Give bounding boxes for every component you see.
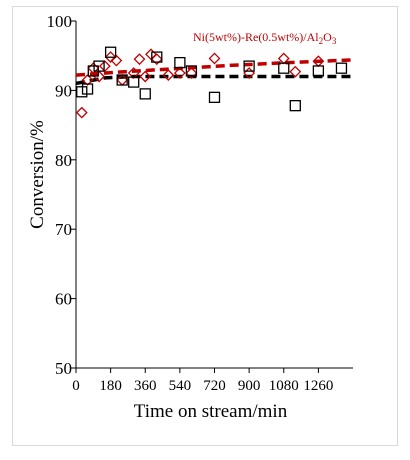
y-tick-label: 60 xyxy=(55,290,72,309)
data-point-diamond xyxy=(110,54,123,67)
data-point-square xyxy=(139,88,151,100)
conversion-chart: 50 60 70 80 90 100 0 180 360 540 720 900 1080 1260 Tim… xyxy=(27,12,354,422)
data-point-diamond xyxy=(185,67,198,79)
data-point-square xyxy=(76,86,88,98)
x-tick-label: 180 xyxy=(99,378,122,394)
data-point-diamond xyxy=(104,51,117,64)
data-point-diamond xyxy=(208,52,221,65)
x-tick-label: 720 xyxy=(203,378,226,394)
x-tick-label: 1080 xyxy=(269,378,299,394)
x-tick-label: 540 xyxy=(169,378,192,394)
data-point-square xyxy=(208,91,221,103)
data-point-square xyxy=(93,60,105,72)
x-tick-label: 900 xyxy=(238,378,261,394)
legend-label: Ni(5wt%)-Re(0.5wt%)/Al2O3 xyxy=(193,30,337,46)
y-tick-label: 90 xyxy=(55,81,72,100)
data-point-square xyxy=(243,60,255,72)
y-tick-label: 70 xyxy=(55,220,72,239)
y-axis-label: Conversion/% xyxy=(27,120,48,229)
data-point-diamond xyxy=(145,48,157,61)
data-point-diamond xyxy=(133,53,146,66)
data-point-square xyxy=(116,74,128,86)
data-point-square xyxy=(104,46,117,58)
chart-frame: 50 60 70 80 90 100 0 180 360 540 720 900 1080 1260 Tim… xyxy=(12,6,398,446)
data-point-square xyxy=(174,56,186,69)
x-tick-label: 0 xyxy=(72,378,80,394)
data-point-square xyxy=(128,76,140,88)
data-point-diamond xyxy=(93,70,106,83)
data-point-square xyxy=(151,51,163,63)
data-point-diamond xyxy=(81,74,94,86)
data-point-square xyxy=(81,83,94,95)
x-tick-label: 360 xyxy=(134,378,157,394)
data-point-square xyxy=(312,65,325,77)
y-tick-label: 100 xyxy=(47,12,73,31)
y-tick-label: 80 xyxy=(55,151,72,170)
data-point-square xyxy=(185,65,198,77)
data-point-diamond xyxy=(139,70,152,83)
x-axis-label: Time on stream/min xyxy=(134,401,288,422)
data-point-diamond xyxy=(127,67,140,79)
x-tick-label: 1260 xyxy=(303,378,333,394)
data-point-diamond xyxy=(75,106,88,119)
trend-line xyxy=(75,58,354,77)
y-tick-label: 50 xyxy=(55,359,72,378)
data-point-diamond xyxy=(162,69,175,82)
data-point-diamond xyxy=(98,60,111,73)
plot-marks: 50 60 70 80 90 100 0 180 360 540 720 900 1080 1260 Tim… xyxy=(27,12,354,422)
data-point-diamond xyxy=(150,53,163,66)
data-point-diamond xyxy=(289,65,302,78)
data-point-square xyxy=(278,62,290,74)
data-point-square xyxy=(289,100,301,112)
data-point-diamond xyxy=(173,67,186,79)
data-point-square xyxy=(335,62,348,74)
